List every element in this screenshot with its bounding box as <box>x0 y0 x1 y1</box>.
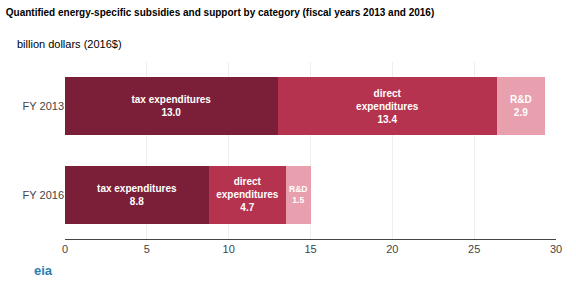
svg-text:15: 15 <box>304 243 316 255</box>
svg-text:25: 25 <box>468 243 480 255</box>
svg-text:Quantified energy-specific sub: Quantified energy-specific subsidies and… <box>6 7 435 18</box>
svg-text:FY 2016: FY 2016 <box>23 189 64 201</box>
svg-text:0: 0 <box>62 243 68 255</box>
svg-text:10: 10 <box>223 243 235 255</box>
svg-text:billion dollars (2016$): billion dollars (2016$) <box>17 38 122 50</box>
svg-text:FY 2013: FY 2013 <box>23 100 64 112</box>
svg-text:tax expenditures13.0: tax expenditures13.0 <box>131 94 211 118</box>
svg-text:30: 30 <box>550 243 562 255</box>
svg-text:directexpenditures13.4: directexpenditures13.4 <box>356 88 419 125</box>
svg-text:R&D2.9: R&D2.9 <box>510 94 532 118</box>
svg-text:eia: eia <box>34 263 53 278</box>
svg-text:directexpenditures4.7: directexpenditures4.7 <box>216 176 279 213</box>
svg-text:20: 20 <box>386 243 398 255</box>
svg-text:tax expenditures8.8: tax expenditures8.8 <box>97 183 177 207</box>
svg-text:5: 5 <box>144 243 150 255</box>
svg-text:R&D1.5: R&D1.5 <box>289 184 308 205</box>
